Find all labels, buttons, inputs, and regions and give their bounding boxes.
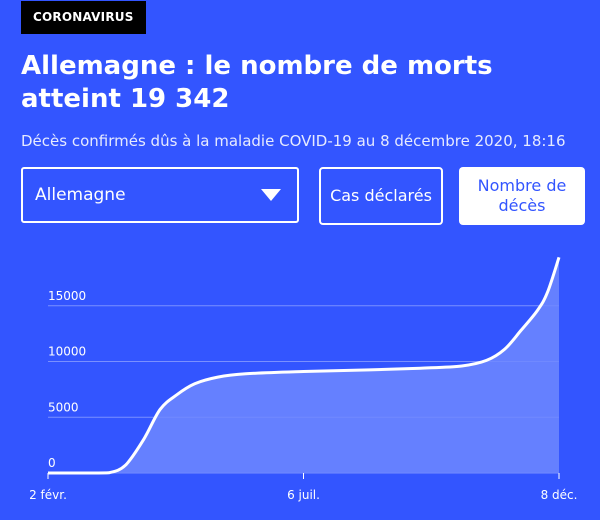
page-subtitle: Décès confirmés dûs à la maladie COVID-1… xyxy=(21,132,566,150)
x-tick-label: 6 juil. xyxy=(287,488,320,502)
deaths-button[interactable]: Nombre de décès xyxy=(459,167,585,225)
y-tick-label: 15000 xyxy=(48,289,86,303)
page-title: Allemagne : le nombre de morts atteint 1… xyxy=(21,51,493,114)
country-select[interactable]: Allemagne xyxy=(21,167,299,223)
chevron-down-icon xyxy=(261,189,281,201)
y-tick-label: 5000 xyxy=(48,400,79,414)
category-tag: CORONAVIRUS xyxy=(21,1,146,34)
series-line xyxy=(48,256,561,475)
deaths-chart: 0 5000 10000 15000 2 févr. 6 juil. 8 déc. xyxy=(29,256,578,502)
y-tick-label: 0 xyxy=(48,456,56,470)
cases-button-label: Cas déclarés xyxy=(330,186,432,205)
deaths-button-label: Nombre de décès xyxy=(477,176,567,215)
country-select-value: Allemagne xyxy=(35,185,126,205)
x-tick-label: 2 févr. xyxy=(29,488,67,502)
y-tick-label: 10000 xyxy=(48,345,86,359)
x-tick-label: 8 déc. xyxy=(541,488,578,502)
area-fill xyxy=(48,257,559,473)
cases-button[interactable]: Cas déclarés xyxy=(319,167,443,225)
